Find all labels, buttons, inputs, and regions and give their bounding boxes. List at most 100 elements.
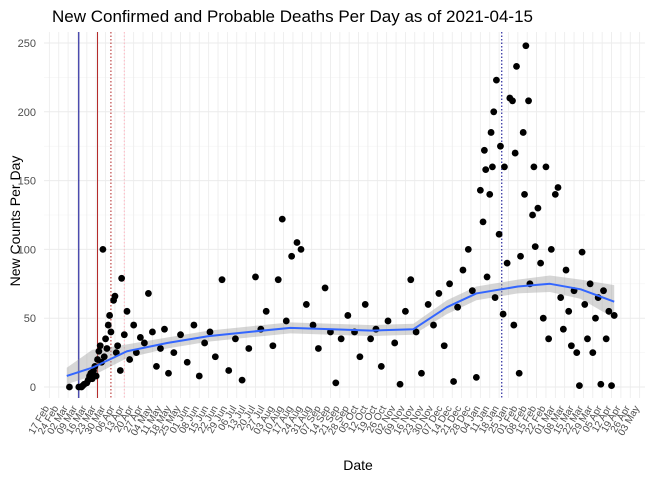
data-point: [278, 215, 286, 223]
data-point: [513, 62, 520, 70]
data-point: [157, 345, 164, 352]
data-point: [165, 369, 172, 377]
data-point: [545, 335, 553, 343]
data-point: [559, 325, 567, 333]
data-point: [435, 290, 443, 297]
data-point: [262, 307, 270, 315]
data-point: [225, 367, 233, 374]
data-point: [206, 328, 214, 336]
data-point: [102, 335, 109, 343]
data-point: [521, 190, 528, 198]
data-point: [503, 259, 511, 267]
data-point: [118, 274, 126, 282]
data-point: [361, 301, 369, 308]
data-point: [551, 190, 559, 198]
data-point: [356, 353, 364, 361]
data-point: [479, 218, 487, 226]
data-point: [201, 339, 209, 347]
data-point: [190, 321, 198, 329]
data-point: [377, 362, 385, 370]
chart-title: New Confirmed and Probable Deaths Per Da…: [52, 7, 533, 26]
data-point: [252, 273, 259, 281]
data-point: [537, 259, 544, 267]
data-point: [510, 321, 518, 329]
data-point: [483, 273, 491, 281]
data-point: [136, 334, 144, 341]
data-point: [592, 314, 599, 322]
data-point: [600, 287, 607, 295]
data-point: [522, 42, 530, 50]
data-points: [66, 42, 618, 391]
data-point: [274, 276, 282, 284]
data-point: [130, 321, 138, 329]
data-point: [476, 186, 484, 194]
data-point: [605, 307, 613, 315]
data-point: [440, 342, 448, 350]
data-point: [177, 331, 184, 339]
data-point: [120, 331, 128, 339]
data-point: [530, 163, 538, 171]
data-point: [140, 339, 148, 347]
data-point: [245, 345, 253, 352]
data-point: [509, 97, 516, 105]
data-point: [396, 380, 404, 388]
data-point: [576, 382, 583, 390]
data-point: [116, 367, 124, 374]
data-point: [337, 335, 345, 343]
data-point: [114, 342, 122, 350]
data-point: [104, 321, 112, 329]
data-point: [132, 349, 140, 356]
data-point: [332, 379, 340, 387]
data-point: [487, 129, 495, 136]
data-point: [573, 349, 581, 356]
data-point: [511, 149, 519, 157]
data-point: [482, 166, 490, 173]
data-point: [297, 245, 305, 253]
data-point: [161, 325, 168, 333]
data-point: [490, 108, 498, 116]
data-point: [92, 372, 100, 380]
data-point: [367, 335, 375, 343]
data-point: [529, 211, 536, 219]
data-point: [107, 328, 115, 336]
trend-line: [66, 282, 615, 377]
data-point: [211, 353, 219, 361]
y-tick-label: 0: [30, 382, 36, 394]
data-point: [586, 280, 594, 288]
data-point: [562, 266, 570, 274]
data-point: [542, 163, 550, 171]
data-point: [126, 356, 134, 363]
data-point: [384, 317, 392, 325]
data-point: [344, 312, 352, 319]
smooth-trend-line: [66, 282, 615, 377]
data-point: [195, 372, 203, 380]
data-point: [424, 301, 432, 308]
data-point: [597, 380, 605, 388]
data-point: [302, 301, 310, 308]
data-point: [468, 287, 476, 295]
data-point: [402, 307, 409, 315]
data-point: [454, 303, 462, 311]
data-point: [288, 252, 296, 260]
data-point: [282, 317, 290, 325]
data-point: [497, 142, 504, 150]
data-point: [472, 373, 480, 381]
data-point: [493, 76, 500, 84]
data-point: [321, 284, 329, 292]
data-point: [412, 328, 420, 336]
data-point: [495, 230, 503, 238]
data-point: [145, 290, 152, 297]
y-axis-label: New Counts Per Day: [7, 156, 23, 287]
data-point: [112, 349, 120, 356]
y-axis-ticks: 0 50 100 150 200 250: [18, 38, 36, 394]
y-tick-label: 150: [18, 176, 36, 188]
y-tick-label: 100: [18, 244, 36, 256]
data-point: [66, 383, 73, 391]
data-point: [602, 335, 610, 343]
data-point: [103, 345, 111, 352]
data-point: [491, 294, 499, 301]
data-point: [238, 376, 246, 384]
data-point: [314, 345, 322, 352]
